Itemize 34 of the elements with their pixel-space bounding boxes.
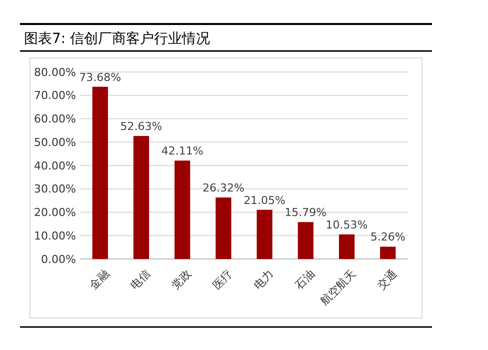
y-tick-label: 50.00% — [34, 136, 76, 149]
y-tick-label: 20.00% — [34, 206, 76, 220]
bar — [338, 234, 355, 259]
bar — [92, 86, 108, 259]
x-tick-label: 石油 — [292, 267, 318, 292]
data-label: 5.26% — [370, 230, 406, 244]
data-label: 73.68% — [79, 70, 122, 84]
x-tick-label: 电力 — [251, 267, 276, 292]
data-label: 21.05% — [244, 194, 286, 207]
x-tick-label: 交通 — [374, 267, 400, 292]
bar — [216, 197, 232, 259]
y-tick-label: 40.00% — [34, 159, 76, 172]
data-label: 42.11% — [161, 144, 204, 158]
data-label: 26.32% — [202, 181, 244, 194]
y-tick-label: 60.00% — [34, 112, 76, 126]
y-tick-label: 70.00% — [34, 89, 76, 102]
y-tick-label: 0.00% — [41, 252, 76, 266]
y-tick-label: 30.00% — [34, 182, 76, 196]
bar — [133, 136, 150, 259]
y-tick-label: 80.00% — [34, 66, 76, 79]
bar — [256, 210, 272, 259]
x-tick-label: 金融 — [86, 267, 112, 292]
data-label: 15.79% — [284, 206, 327, 220]
y-tick-label: 10.00% — [34, 229, 76, 242]
data-label: 52.63% — [120, 120, 162, 133]
chart-title: 图表7: 信创厂商客户行业情况 — [24, 31, 210, 47]
data-label: 10.53% — [326, 218, 368, 232]
x-tick-label: 医疗 — [210, 267, 236, 292]
x-tick-label: 航空航天 — [318, 267, 358, 308]
x-tick-label: 党政 — [169, 267, 194, 292]
bar — [380, 246, 396, 259]
x-tick-label: 电信 — [128, 267, 153, 292]
bar — [298, 222, 314, 259]
bar — [174, 160, 190, 259]
